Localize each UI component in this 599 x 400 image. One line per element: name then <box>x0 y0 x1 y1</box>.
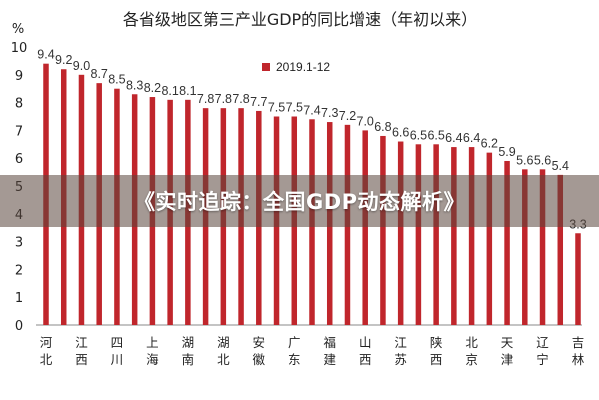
bar-value-label: 8.1 <box>161 84 178 98</box>
y-tick-label: 10 <box>11 41 28 56</box>
bar-value-label: 5.9 <box>498 145 515 159</box>
bar-value-label: 7.3 <box>321 106 338 120</box>
legend-label: 2019.1-12 <box>276 60 330 74</box>
category-label: 湖 <box>182 335 195 350</box>
bar-value-label: 5.6 <box>534 153 551 167</box>
bar-value-label: 7.5 <box>286 101 303 115</box>
bar-value-label: 7.8 <box>232 92 249 106</box>
bar <box>557 174 564 325</box>
category-label: 山 <box>359 335 372 350</box>
bar-value-label: 7.0 <box>357 114 374 128</box>
category-label: 海 <box>146 352 159 367</box>
bar-value-label: 7.8 <box>215 92 232 106</box>
bar <box>380 135 386 325</box>
bar-value-label: 7.2 <box>339 109 356 123</box>
bar <box>362 130 368 325</box>
banner-text: 《实时追踪：全国GDP动态解析》 <box>133 190 466 214</box>
category-label: 京 <box>465 352 478 367</box>
bar-value-label: 8.7 <box>91 67 108 81</box>
title-banner-overlay: 《实时追踪：全国GDP动态解析》 <box>0 175 599 227</box>
category-label: 辽 <box>536 335 549 350</box>
category-label: 林 <box>572 352 585 367</box>
category-label: 江 <box>394 335 407 350</box>
category-label: 南 <box>182 352 195 367</box>
bar-value-label: 7.4 <box>303 103 320 117</box>
y-tick-label: 9 <box>15 69 23 84</box>
category-label: 湖 <box>217 335 230 350</box>
bar-value-label: 7.5 <box>268 101 285 115</box>
category-label: 徽 <box>253 352 266 367</box>
bar-value-label: 9.0 <box>73 59 90 73</box>
category-label: 北 <box>40 352 53 367</box>
bar-value-label: 6.2 <box>481 137 498 151</box>
bar <box>522 169 528 325</box>
value-labels: 9.4 9.2 9.08.7 8.5 8.3 8.2 8.1 8.17.8 7.8 7.8 7.7 7… <box>37 48 586 232</box>
category-label: 江 <box>75 335 88 350</box>
bar-value-label: 8.1 <box>179 84 196 98</box>
bar-value-label: 5.6 <box>516 153 533 167</box>
bar <box>539 169 546 325</box>
category-label: 陕 <box>430 335 443 350</box>
legend: 2019.1-12 <box>262 60 330 74</box>
category-label: 北 <box>217 352 230 367</box>
y-tick-label: 7 <box>15 124 23 139</box>
category-label: 西 <box>75 352 88 367</box>
category-label: 天 <box>501 335 514 350</box>
bar-value-label: 6.5 <box>410 128 427 142</box>
category-label: 上 <box>146 335 159 350</box>
bar-value-label: 6.6 <box>392 126 409 140</box>
y-tick-label: 8 <box>15 97 23 112</box>
category-label: 东 <box>288 352 301 367</box>
bar <box>504 160 510 325</box>
y-tick-label: 6 <box>15 152 23 167</box>
bar-value-label: 7.8 <box>197 92 214 106</box>
bar-value-label: 8.3 <box>126 78 143 92</box>
category-label: 西 <box>359 352 372 367</box>
category-label: 建 <box>323 352 336 367</box>
bar-value-label: 6.8 <box>374 120 391 134</box>
bar-value-label: 8.2 <box>144 81 161 95</box>
category-label: 苏 <box>394 352 407 367</box>
y-tick-label: 0 <box>15 319 23 334</box>
category-label: 安 <box>253 335 266 350</box>
chart-title: 各省级地区第三产业GDP的同比增速（年初以来） <box>123 10 477 29</box>
category-label: 北 <box>465 335 478 350</box>
bar-value-label: 6.4 <box>445 131 462 145</box>
bar-value-label: 5.4 <box>552 159 569 173</box>
bar <box>468 147 475 325</box>
bar <box>415 144 422 325</box>
category-label: 福 <box>323 335 336 350</box>
category-label: 川 <box>111 352 124 367</box>
category-label: 宁 <box>536 352 549 367</box>
bar-value-label: 9.4 <box>37 48 54 62</box>
bar <box>486 152 493 325</box>
legend-swatch <box>262 63 270 71</box>
y-tick-label: 3 <box>15 236 23 251</box>
bar <box>397 141 404 325</box>
bar <box>451 147 457 325</box>
bar-value-label: 7.7 <box>250 95 267 109</box>
bar-value-label: 8.5 <box>108 73 125 87</box>
bar-value-label: 6.5 <box>427 128 444 142</box>
category-label: 西 <box>430 352 443 367</box>
y-tick-label: 1 <box>15 291 23 306</box>
y-axis-unit-label: % <box>12 22 24 37</box>
bar-value-label: 6.4 <box>463 131 480 145</box>
y-tick-label: 2 <box>15 263 23 278</box>
bar <box>575 233 581 325</box>
category-label: 吉 <box>572 335 585 350</box>
category-label: 四 <box>111 335 124 350</box>
category-label: 广 <box>288 335 301 350</box>
category-label: 津 <box>501 352 514 367</box>
bar <box>433 144 439 325</box>
category-label: 河 <box>40 335 53 350</box>
bar-value-label: 9.2 <box>55 53 72 67</box>
